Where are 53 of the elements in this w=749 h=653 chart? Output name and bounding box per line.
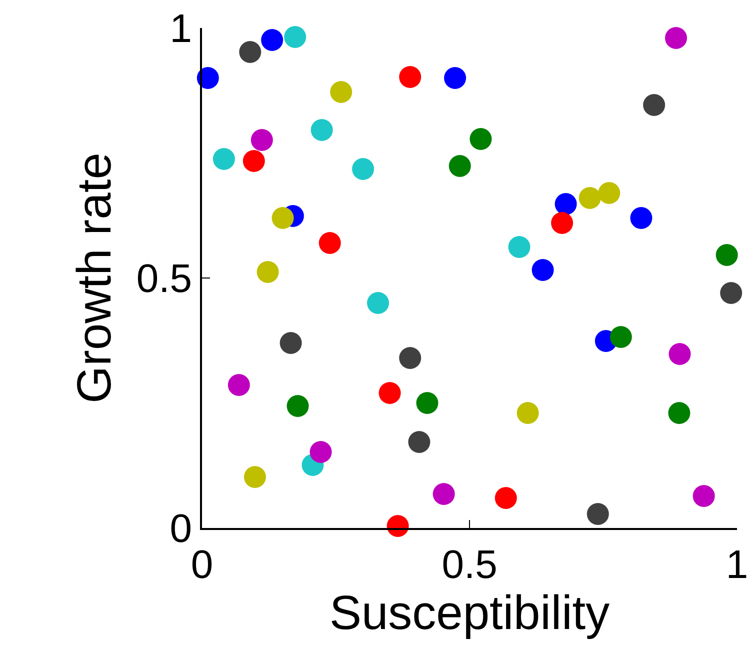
point (256, 261, 279, 283)
point (318, 232, 341, 254)
point (444, 67, 466, 89)
point (516, 402, 539, 424)
point (692, 485, 715, 507)
y-tick-label: 1 (170, 7, 192, 51)
x-tick-label: 1 (726, 543, 748, 587)
point (448, 155, 471, 177)
point (494, 487, 517, 509)
point (352, 158, 374, 180)
point (408, 431, 430, 453)
point (399, 66, 422, 88)
point (668, 402, 690, 424)
point (554, 193, 577, 215)
point (532, 259, 554, 281)
point (643, 94, 666, 116)
point (272, 207, 294, 229)
x-tick-label: 0.5 (442, 543, 498, 587)
y-tick-label: 0.5 (136, 257, 192, 301)
point (212, 148, 235, 170)
point (378, 382, 401, 404)
point (586, 503, 609, 525)
point (286, 395, 309, 417)
point (716, 244, 738, 266)
point (310, 441, 332, 463)
point (432, 483, 455, 505)
point (330, 81, 352, 103)
point (250, 129, 273, 151)
point (508, 236, 530, 258)
x-axis-title: Susceptibility (329, 587, 610, 640)
point (196, 67, 219, 89)
point (668, 343, 691, 365)
point (610, 326, 632, 348)
point (280, 332, 302, 354)
point (598, 182, 620, 204)
point (720, 282, 742, 304)
point (630, 207, 652, 229)
point (551, 212, 574, 234)
point (310, 119, 333, 141)
point (416, 392, 438, 414)
point (470, 128, 492, 150)
point (367, 292, 390, 314)
point (284, 26, 306, 48)
point (261, 29, 284, 51)
point (242, 150, 265, 172)
point (399, 347, 422, 369)
point (228, 374, 250, 396)
point (244, 466, 266, 488)
y-tick-label: 0 (170, 507, 192, 551)
point (578, 187, 601, 209)
point (239, 41, 262, 63)
point (665, 27, 688, 49)
y-axis-title: Growth rate (68, 152, 122, 404)
